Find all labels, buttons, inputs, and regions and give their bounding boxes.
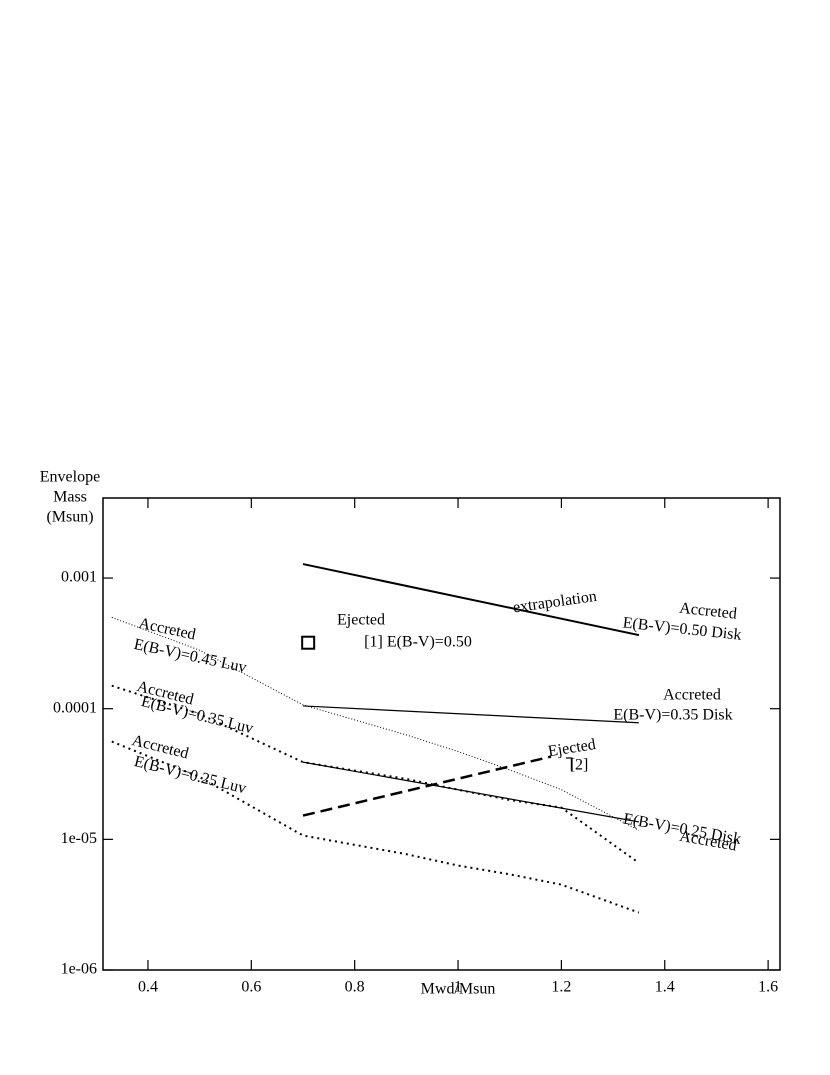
annotation: E(B-V)=0.35 Luv xyxy=(139,693,254,737)
x-tick-label: 0.8 xyxy=(345,979,365,996)
x-tick-label: 1 xyxy=(454,979,462,996)
series-line xyxy=(302,755,552,817)
y-axis-label: (Msun) xyxy=(46,509,93,526)
annotation: Accreted xyxy=(663,687,721,704)
series-line xyxy=(111,740,640,914)
x-tick-label: 0.4 xyxy=(138,979,158,996)
series-line xyxy=(302,761,640,823)
annotation: extrapolation xyxy=(512,588,598,617)
y-tick-label: 0.001 xyxy=(61,569,97,586)
y-tick-label: 1e-06 xyxy=(61,961,97,978)
x-tick-label: 1.4 xyxy=(655,979,675,996)
x-tick-label: 1.2 xyxy=(551,979,571,996)
annotation: Accreted xyxy=(678,600,737,623)
y-tick-label: 0.0001 xyxy=(53,699,97,716)
x-axis-label: Mwd/Msun xyxy=(421,981,496,998)
series-line xyxy=(111,616,640,831)
bracket xyxy=(566,757,573,771)
series-line xyxy=(302,705,639,724)
annotation: [2] xyxy=(570,757,589,774)
annotation: Ejected xyxy=(337,612,385,629)
x-tick-label: 0.6 xyxy=(241,979,261,996)
annotation: E(B-V)=0.35 Disk xyxy=(613,707,732,724)
annotation: [1] E(B-V)=0.50 xyxy=(364,634,472,651)
x-tick-label: 1.6 xyxy=(758,979,778,996)
series-line xyxy=(111,684,640,864)
annotation: E(B-V)=0.25 Luv xyxy=(132,753,247,797)
series-line xyxy=(302,563,640,637)
y-axis-label: Envelope xyxy=(40,469,100,486)
y-axis-label: Mass xyxy=(53,489,87,506)
plot-frame xyxy=(102,497,781,971)
marker-square xyxy=(301,635,316,650)
y-tick-label: 1e-05 xyxy=(61,830,97,847)
